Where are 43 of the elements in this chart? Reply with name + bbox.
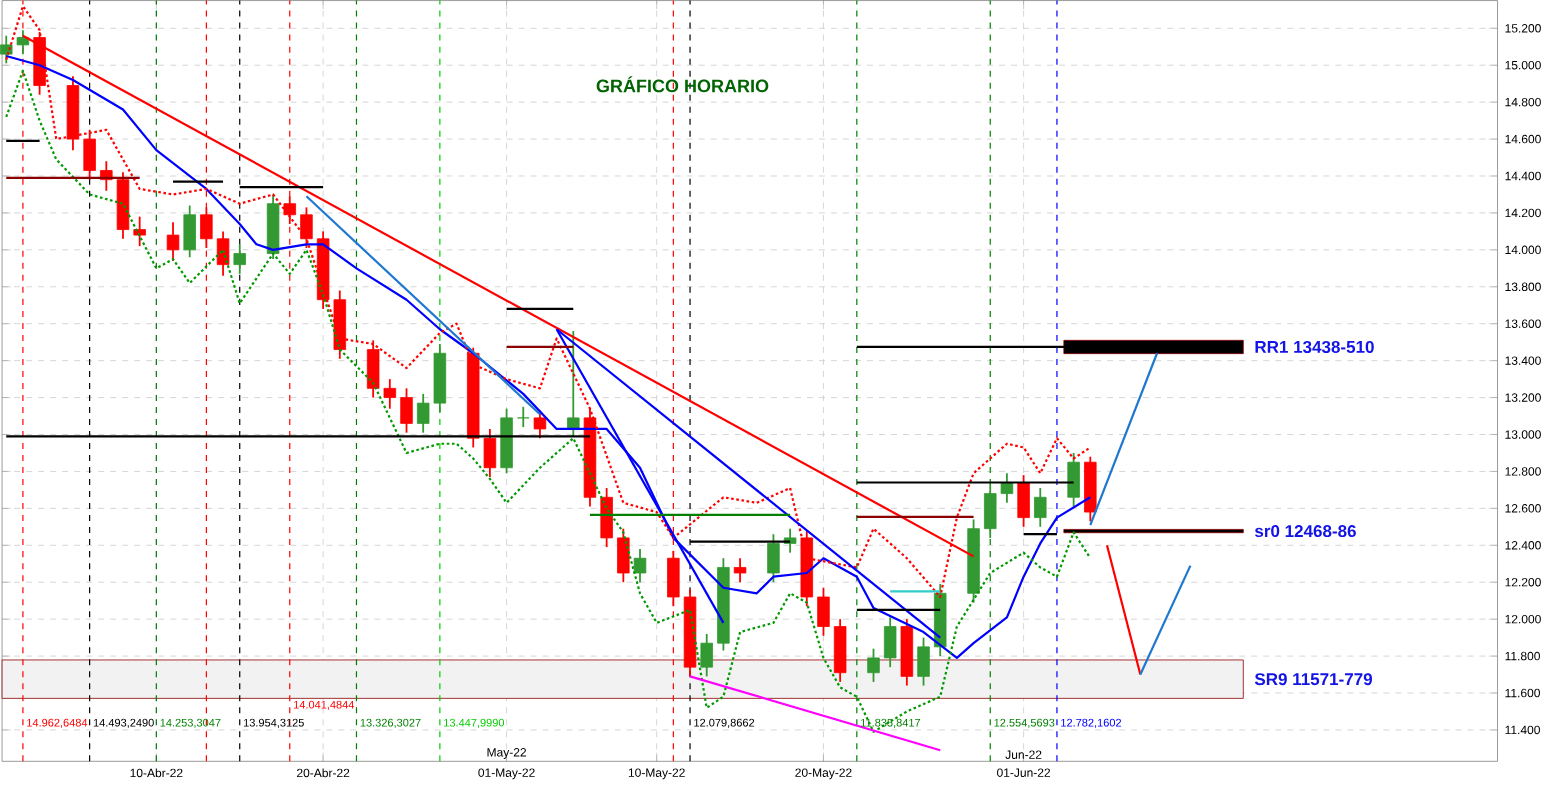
annotation: May-22 — [487, 748, 527, 759]
y-tick-label: 11.600 — [1505, 688, 1540, 698]
y-tick-label: 11.800 — [1505, 651, 1540, 661]
annotation: 12.079,8662 — [694, 718, 755, 728]
y-tick-label: 15.200 — [1505, 24, 1541, 33]
x-tick-label: 01-Jun-22 — [997, 768, 1051, 777]
annotation: 14.253,3047 — [160, 718, 221, 728]
y-tick-label: 11.400 — [1505, 725, 1540, 735]
y-tick-label: 13.000 — [1505, 430, 1541, 439]
band-label: SR9 11571-779 — [1254, 673, 1372, 686]
y-tick-label: 14.200 — [1505, 208, 1541, 218]
annotation: 14.041,4844 — [294, 700, 355, 710]
annotation: 12.554,5693 — [994, 718, 1055, 728]
y-tick-label: 12.400 — [1505, 541, 1541, 550]
y-tick-label: 15.000 — [1505, 60, 1541, 70]
y-tick-label: 12.200 — [1505, 577, 1541, 587]
annotation: 14.493,2490 — [93, 718, 154, 728]
y-tick-label: 14.800 — [1505, 97, 1541, 107]
annotation: 14.962,6484 — [27, 718, 88, 728]
band-label: sr0 12468-86 — [1254, 525, 1356, 538]
y-tick-label: 13.400 — [1505, 356, 1541, 365]
x-tick-label: 10-May-22 — [628, 768, 685, 780]
x-tick-label: 01-May-22 — [478, 768, 535, 780]
band-label: RR1 13438-510 — [1255, 340, 1374, 354]
x-tick-label: 10-Abr-22 — [130, 768, 183, 778]
text: GRÁFICO HORARIO — [596, 76, 769, 93]
y-tick-label: 14.600 — [1505, 134, 1541, 144]
annotation: 13.447,9990 — [444, 718, 505, 728]
y-tick-label: 14.000 — [1505, 245, 1541, 255]
x-tick-label: 20-Abr-22 — [297, 768, 350, 778]
y-tick-label: 12.800 — [1505, 467, 1541, 476]
annotation: 13.954,3125 — [243, 718, 304, 728]
y-tick-label: 13.200 — [1505, 393, 1541, 402]
y-tick-label: 13.800 — [1505, 282, 1541, 292]
annotation: 13.326,3027 — [360, 718, 421, 728]
y-tick-label: 12.600 — [1505, 504, 1541, 513]
annotation: Jun-22 — [1005, 750, 1042, 759]
x-tick-label: 20-May-22 — [795, 768, 852, 780]
y-tick-label: 14.400 — [1505, 171, 1541, 181]
annotation: 11.835,8417 — [861, 718, 921, 728]
y-tick-label: 13.600 — [1505, 319, 1541, 328]
y-tick-label: 12.000 — [1505, 614, 1541, 624]
annotation: 12.782,1602 — [1061, 718, 1122, 728]
